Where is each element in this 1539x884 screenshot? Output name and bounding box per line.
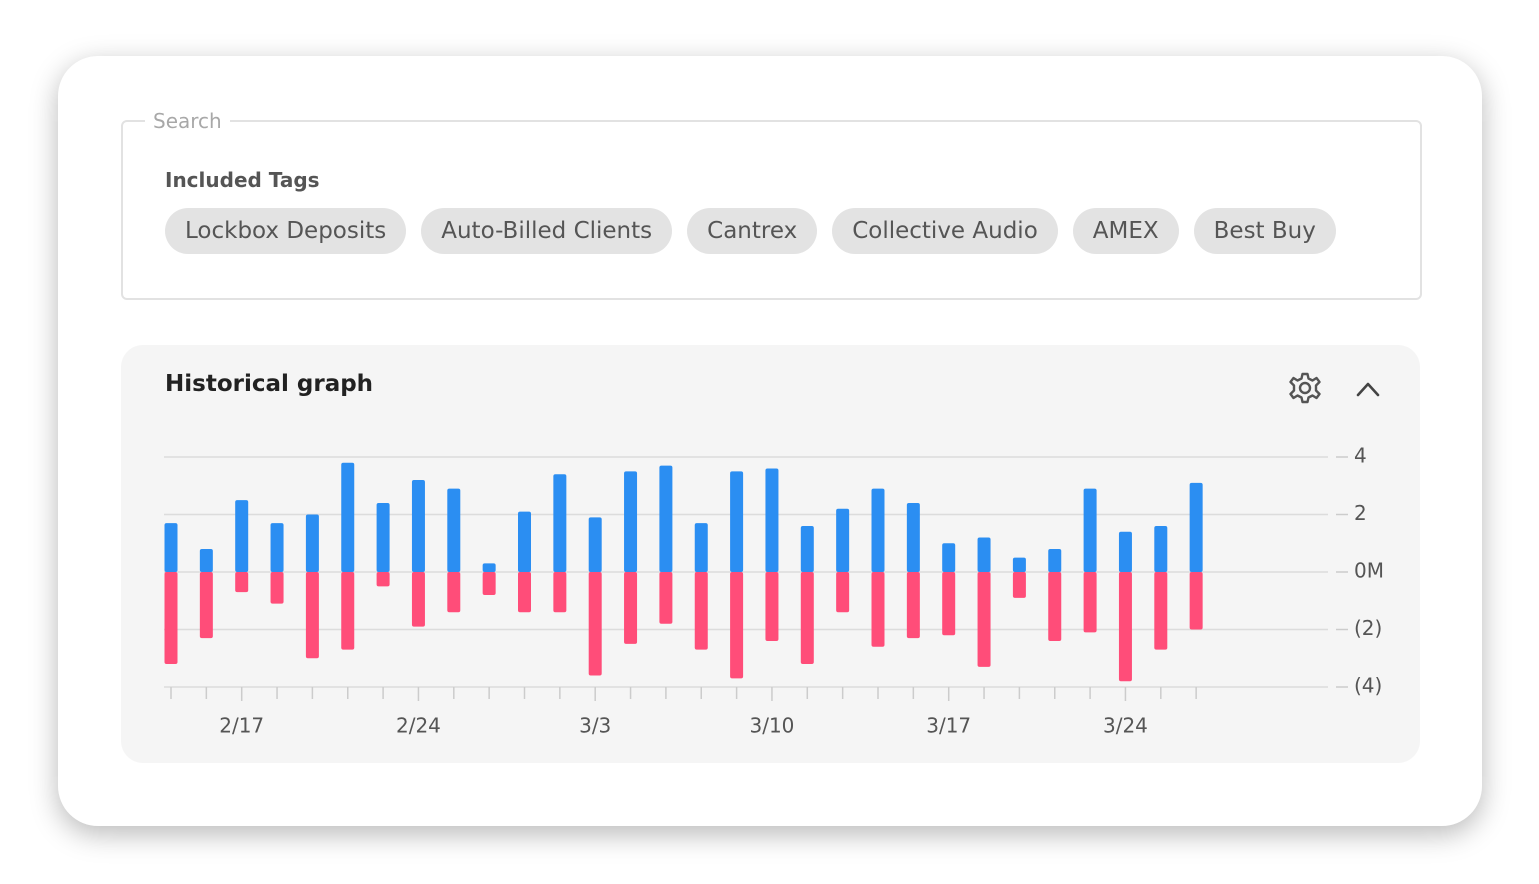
bar xyxy=(553,474,567,572)
bar xyxy=(518,511,531,572)
bar xyxy=(800,526,814,572)
bar xyxy=(694,523,708,572)
bar xyxy=(730,572,744,679)
collapse-icon[interactable] xyxy=(1356,382,1380,397)
tag-chip[interactable]: AMEX xyxy=(1072,208,1179,254)
x-tick-label: 2/17 xyxy=(219,714,264,738)
tag-chip[interactable]: Collective Audio xyxy=(832,208,1058,254)
bar xyxy=(588,572,602,676)
bar xyxy=(199,549,213,572)
bar xyxy=(588,517,602,572)
tag-chip[interactable]: Best Buy xyxy=(1193,208,1336,254)
bar xyxy=(836,508,850,572)
bar xyxy=(411,480,425,572)
settings-icon[interactable] xyxy=(1289,372,1321,404)
bar xyxy=(871,488,885,572)
y-tick-label: (2) xyxy=(1354,616,1382,640)
tag-chip[interactable]: Auto-Billed Clients xyxy=(421,208,673,254)
bar xyxy=(482,572,496,595)
bar xyxy=(305,514,319,572)
bar xyxy=(1189,572,1203,630)
graph-title: Historical graph xyxy=(165,371,374,397)
bar xyxy=(942,543,956,572)
search-label: Search xyxy=(145,108,230,134)
bar xyxy=(270,572,284,604)
bar xyxy=(906,503,920,572)
bar xyxy=(164,572,178,664)
bar xyxy=(659,465,673,572)
bar xyxy=(1154,572,1168,650)
bar xyxy=(305,572,319,659)
bar xyxy=(1118,531,1132,572)
x-tick-label: 3/17 xyxy=(926,714,971,738)
tag-chip[interactable]: Cantrex xyxy=(687,208,818,254)
bar xyxy=(624,471,638,572)
x-tick-label: 2/24 xyxy=(396,714,441,738)
bar xyxy=(376,572,390,587)
bar xyxy=(871,572,885,647)
bar xyxy=(906,572,920,639)
bar xyxy=(1048,549,1062,572)
bar xyxy=(1154,526,1168,572)
bar xyxy=(765,572,779,641)
y-tick-label: 2 xyxy=(1354,501,1367,525)
bar xyxy=(270,523,284,572)
bar xyxy=(730,471,744,572)
bar xyxy=(447,488,461,572)
y-tick-label: 0M xyxy=(1354,559,1384,583)
x-tick-label: 3/3 xyxy=(579,714,611,738)
bar xyxy=(1118,572,1132,682)
included-tags-label: Included Tags xyxy=(165,168,320,192)
y-tick-label: 4 xyxy=(1354,444,1367,468)
bar xyxy=(341,462,355,572)
bar xyxy=(518,572,531,613)
bar xyxy=(376,503,390,572)
search-box[interactable]: Search Included Tags Lockbox Deposits Aut… xyxy=(121,108,1422,300)
y-tick-label: (4) xyxy=(1354,674,1382,698)
bar xyxy=(1083,572,1097,633)
bar xyxy=(1189,482,1203,572)
bar xyxy=(411,572,425,627)
tag-chip[interactable]: Lockbox Deposits xyxy=(165,208,407,254)
bar xyxy=(447,572,461,613)
bar xyxy=(199,572,213,639)
bar xyxy=(235,500,249,572)
bar xyxy=(800,572,814,664)
bar xyxy=(1012,572,1026,598)
bar xyxy=(942,572,956,636)
bar xyxy=(1083,488,1097,572)
bar xyxy=(977,572,991,667)
bar xyxy=(977,537,991,572)
x-tick-label: 3/10 xyxy=(749,714,794,738)
bar xyxy=(164,523,178,572)
bar xyxy=(1012,557,1026,572)
x-tick-label: 3/24 xyxy=(1103,714,1148,738)
bar xyxy=(694,572,708,650)
bar xyxy=(765,468,779,572)
bar xyxy=(553,572,567,613)
bar xyxy=(659,572,673,624)
bar xyxy=(1048,572,1062,641)
bar xyxy=(624,572,638,644)
bar xyxy=(482,563,496,572)
bar xyxy=(341,572,355,650)
bar xyxy=(836,572,850,613)
bar xyxy=(235,572,249,593)
tag-list: Lockbox Deposits Auto-Billed Clients Cantr… xyxy=(165,208,1336,254)
